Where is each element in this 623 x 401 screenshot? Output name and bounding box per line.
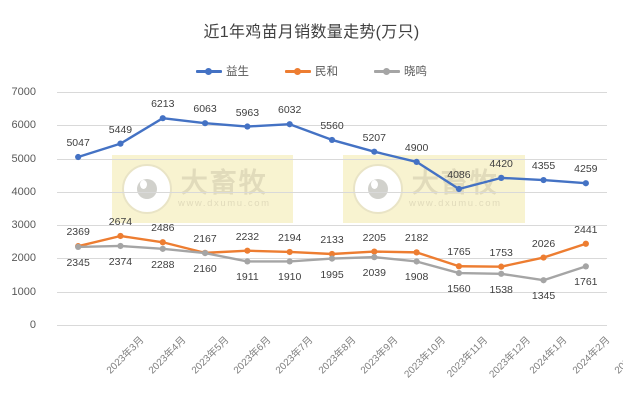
- data-label: 1908: [404, 271, 429, 284]
- legend-item-label: 晓鸣: [404, 66, 427, 78]
- data-label: 4900: [404, 141, 429, 154]
- data-label: 2288: [151, 258, 175, 271]
- x-axis-tick-label: 2023年12月: [487, 334, 533, 381]
- data-label: 2674: [108, 215, 133, 228]
- legend-marker-icon: [196, 66, 222, 76]
- data-label: 1911: [236, 271, 259, 284]
- data-label: 1753: [489, 246, 513, 259]
- legend-item-label: 民和: [315, 66, 338, 78]
- y-axis-tick-label: 6000: [11, 119, 36, 132]
- x-axis-tick-label: 2024年2月: [570, 334, 612, 377]
- x-axis-tick-label: 2024年3月: [612, 334, 623, 377]
- data-label: 6213: [151, 98, 175, 111]
- data-label: 5207: [362, 131, 386, 144]
- legend-item-民和[interactable]: 民和: [285, 63, 338, 79]
- gridline: [57, 92, 607, 93]
- x-axis-tick-label: 2023年4月: [147, 334, 189, 377]
- data-label: 1560: [447, 283, 471, 296]
- data-label: 2232: [235, 230, 260, 243]
- legend-item-晓鸣[interactable]: 晓鸣: [374, 63, 427, 79]
- y-axis-tick-label: 2000: [11, 252, 36, 265]
- data-label: 5449: [108, 123, 133, 136]
- data-label: 5560: [320, 119, 344, 132]
- legend-marker-icon: [285, 66, 311, 76]
- y-axis-tick-label: 4000: [11, 185, 36, 198]
- chart-legend: 益生 民和 晓鸣: [0, 63, 623, 79]
- data-label: 2160: [193, 263, 217, 276]
- data-label: 1765: [447, 246, 471, 259]
- gridline: [57, 291, 607, 293]
- gridline: [57, 225, 607, 227]
- x-axis-tick-label: 2023年7月: [274, 334, 316, 377]
- legend-marker-icon: [374, 66, 400, 76]
- x-axis-tick-label: 2023年6月: [231, 334, 274, 377]
- data-label: 2182: [404, 232, 429, 245]
- data-label: 6063: [193, 103, 217, 116]
- watermark-url: www.dxumu.com: [178, 197, 271, 209]
- x-axis-tick-label: 2023年8月: [316, 334, 359, 377]
- data-label: 2205: [362, 231, 386, 244]
- y-axis-tick-label: 3000: [11, 219, 36, 232]
- x-axis-tick-label: 2023年11月: [444, 334, 490, 380]
- legend-item-益生[interactable]: 益生: [196, 63, 249, 79]
- data-label: 4086: [447, 168, 471, 181]
- data-label: 2026: [531, 237, 556, 250]
- data-label: 5963: [235, 106, 260, 119]
- x-axis-tick-label: 2024年1月: [528, 334, 570, 377]
- data-label: 1538: [489, 283, 513, 296]
- y-axis-tick-label: 0: [29, 319, 36, 331]
- data-label: 2167: [193, 232, 217, 245]
- data-label: 2441: [574, 223, 598, 236]
- data-label: 2374: [108, 255, 133, 268]
- data-label: 1345: [531, 290, 556, 303]
- data-label: 1995: [320, 268, 344, 281]
- data-label: 2369: [66, 226, 90, 239]
- x-axis-tick-label: 2023年5月: [189, 334, 232, 377]
- data-label: 4420: [489, 157, 513, 170]
- gridline: [57, 191, 607, 193]
- x-axis-tick-label: 2023年10月: [402, 334, 449, 381]
- data-label: 4355: [531, 160, 556, 173]
- data-label: 1910: [278, 271, 302, 284]
- data-label: 6032: [278, 104, 302, 117]
- x-axis-line: [57, 325, 607, 326]
- y-axis-labels: 0 1000 2000 3000 4000 5000 6000 7000: [12, 86, 607, 331]
- x-axis-tick-label: 2023年9月: [358, 334, 401, 377]
- data-label: 2194: [278, 231, 302, 244]
- data-label: 5047: [66, 137, 90, 149]
- watermark-url: www.dxumu.com: [409, 197, 502, 209]
- data-label: 2486: [151, 222, 175, 235]
- y-axis-tick-label: 7000: [11, 86, 36, 98]
- data-label: 4259: [574, 163, 598, 176]
- legend-item-label: 益生: [226, 66, 249, 78]
- chart-title: 近1年鸡苗月销数量走势(万只): [203, 24, 420, 41]
- data-label: 2039: [362, 267, 386, 280]
- data-label: 1761: [574, 276, 598, 289]
- y-axis-tick-label: 5000: [11, 152, 36, 165]
- y-axis-tick-label: 1000: [11, 285, 36, 298]
- x-axis-tick-label: 2023年3月: [104, 334, 147, 377]
- data-label: 2345: [66, 256, 90, 269]
- data-label: 2133: [320, 234, 344, 246]
